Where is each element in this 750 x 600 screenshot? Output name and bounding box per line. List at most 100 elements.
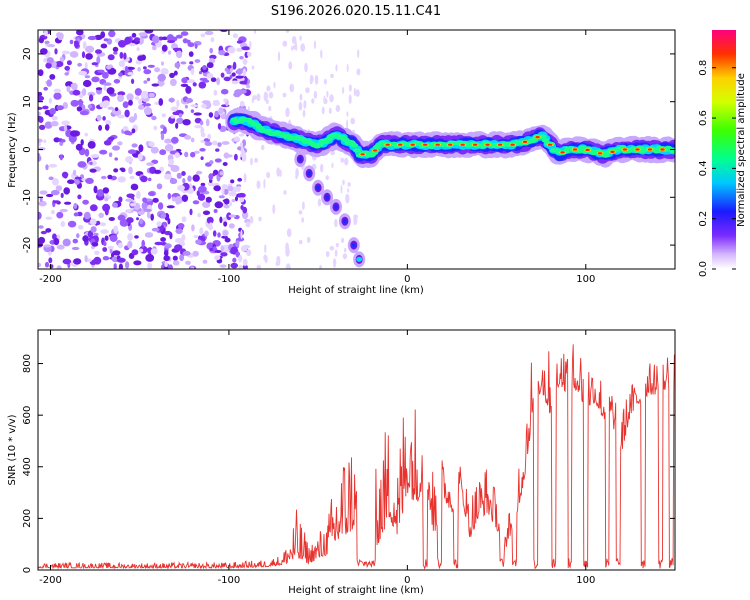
noise-speck [143, 69, 152, 75]
noise-speck [180, 31, 189, 36]
noise-speck [96, 56, 101, 65]
noise-speck [243, 173, 247, 183]
noise-speck [45, 216, 53, 220]
noise-speck [202, 65, 207, 70]
noise-speck [199, 227, 204, 235]
ridge-peak [435, 143, 440, 146]
x-tick-label: -100 [218, 575, 241, 586]
noise-speck [87, 35, 97, 41]
spectrogram-ylabel: Frequency (Hz) [7, 112, 18, 188]
noise-speck [103, 241, 107, 247]
noise-speck [210, 37, 215, 43]
noise-speck [218, 195, 225, 199]
noise-speck [238, 254, 243, 263]
noise-speck [231, 80, 239, 85]
colorbar: 0.0 0.2 0.4 0.6 0.8 Normalized spectral ampl… [698, 30, 747, 277]
noise-speck [38, 124, 46, 130]
noise-speck [215, 148, 220, 152]
noise-speck [102, 203, 111, 212]
noise-speck [209, 160, 214, 165]
noise-speck [99, 149, 108, 155]
ridge-blob [315, 142, 324, 147]
noise-speck [232, 61, 237, 70]
noise-speck [188, 51, 194, 57]
noise-speck [209, 247, 214, 252]
noise-speck [156, 183, 163, 190]
noise-speck [48, 163, 58, 168]
noise-speck [307, 236, 311, 243]
noise-speck [295, 168, 299, 178]
noise-speck [124, 109, 130, 118]
noise-speck [283, 190, 287, 195]
ridge-peak [610, 150, 615, 153]
noise-speck [107, 174, 113, 180]
noise-speck [172, 111, 180, 116]
noise-speck [126, 217, 134, 224]
noise-speck [202, 210, 211, 216]
noise-speck [218, 50, 226, 56]
noise-speck [50, 121, 59, 127]
noise-speck [162, 126, 167, 134]
noise-speck [347, 182, 351, 187]
noise-speck [206, 62, 214, 69]
noise-speck [103, 85, 107, 91]
noise-speck [298, 101, 303, 111]
noise-speck [60, 139, 66, 143]
noise-speck [166, 34, 175, 42]
noise-speck [140, 175, 148, 183]
noise-speck [66, 60, 72, 66]
noise-speck [76, 30, 84, 36]
noise-speck [177, 223, 185, 229]
noise-speck [113, 168, 119, 173]
noise-speck [335, 104, 341, 112]
noise-speck [200, 156, 204, 161]
noise-speck [197, 213, 201, 218]
noise-speck [340, 184, 343, 194]
noise-speck [185, 85, 192, 94]
noise-speck [299, 93, 303, 101]
noise-speck [221, 187, 225, 196]
noise-speck [263, 254, 267, 261]
noise-speck [256, 264, 262, 269]
noise-speck [88, 94, 94, 102]
noise-speck [217, 123, 222, 130]
noise-speck [48, 176, 54, 181]
noise-speck [187, 42, 195, 48]
noise-speck [172, 260, 180, 266]
noise-speck [131, 143, 138, 148]
noise-speck [114, 157, 118, 161]
noise-speck [202, 79, 210, 83]
noise-speck [63, 187, 70, 195]
noise-speck [305, 87, 310, 94]
noise-speck [198, 71, 203, 75]
noise-speck [353, 87, 356, 97]
noise-speck [68, 134, 77, 143]
noise-speck [62, 238, 71, 247]
noise-speck [82, 41, 87, 50]
noise-speck [107, 106, 114, 110]
noise-speck [241, 46, 251, 51]
noise-speck [303, 100, 307, 109]
y-tick-label: 20 [22, 48, 33, 61]
noise-speck [53, 92, 62, 100]
ridge-blob [353, 148, 361, 153]
noise-speck [119, 219, 129, 227]
ridge-peak [572, 148, 578, 151]
noise-speck [84, 75, 91, 79]
y-tick-label: 600 [22, 406, 33, 425]
noise-speck [131, 128, 136, 134]
noise-speck [246, 249, 252, 257]
noise-speck [232, 257, 237, 263]
branch-blob [343, 219, 347, 224]
noise-speck [176, 99, 180, 108]
noise-speck [232, 33, 239, 39]
noise-speck [190, 266, 195, 269]
noise-speck [138, 32, 148, 37]
noise-speck [314, 74, 319, 85]
noise-speck [43, 139, 47, 143]
noise-speck [266, 85, 271, 92]
noise-speck [91, 241, 99, 247]
noise-speck [177, 184, 185, 191]
noise-speck [169, 72, 175, 78]
noise-speck [89, 168, 97, 173]
